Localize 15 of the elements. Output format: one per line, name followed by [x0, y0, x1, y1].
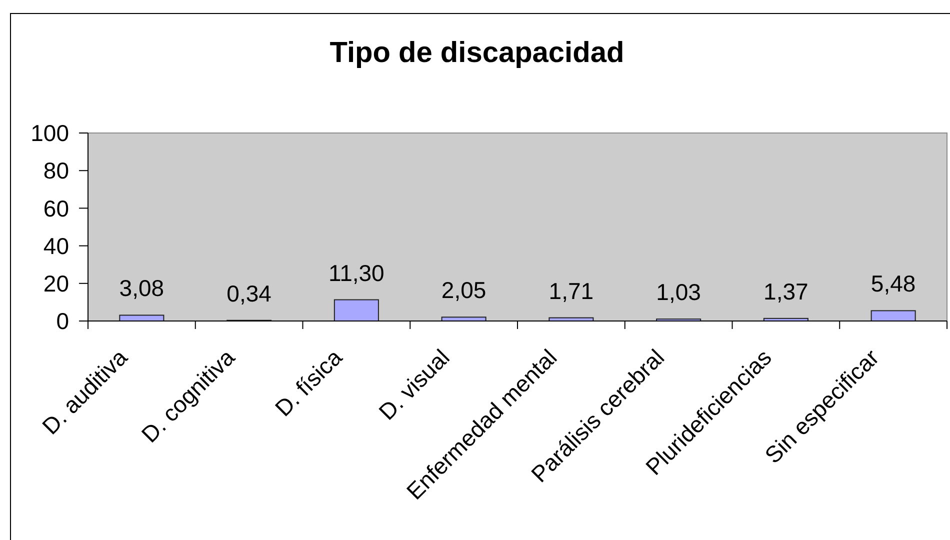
data-label: 3,08	[119, 275, 164, 302]
data-label: 1,37	[764, 278, 808, 304]
y-tick-label: 20	[43, 270, 69, 296]
y-tick-label: 40	[43, 232, 69, 259]
y-tick-label: 80	[43, 158, 69, 184]
y-tick-label: 60	[43, 195, 69, 222]
data-label: 1,03	[656, 279, 701, 306]
data-label: 1,71	[548, 278, 594, 304]
y-tick-label: 100	[30, 120, 69, 146]
data-label: 11,30	[328, 260, 384, 286]
data-label: 2,05	[441, 277, 486, 304]
y-tick-label: 0	[56, 308, 69, 334]
data-label: 0,34	[226, 280, 272, 306]
chart-title: Tipo de discapacidad	[330, 37, 624, 69]
data-label: 5,48	[870, 270, 916, 297]
